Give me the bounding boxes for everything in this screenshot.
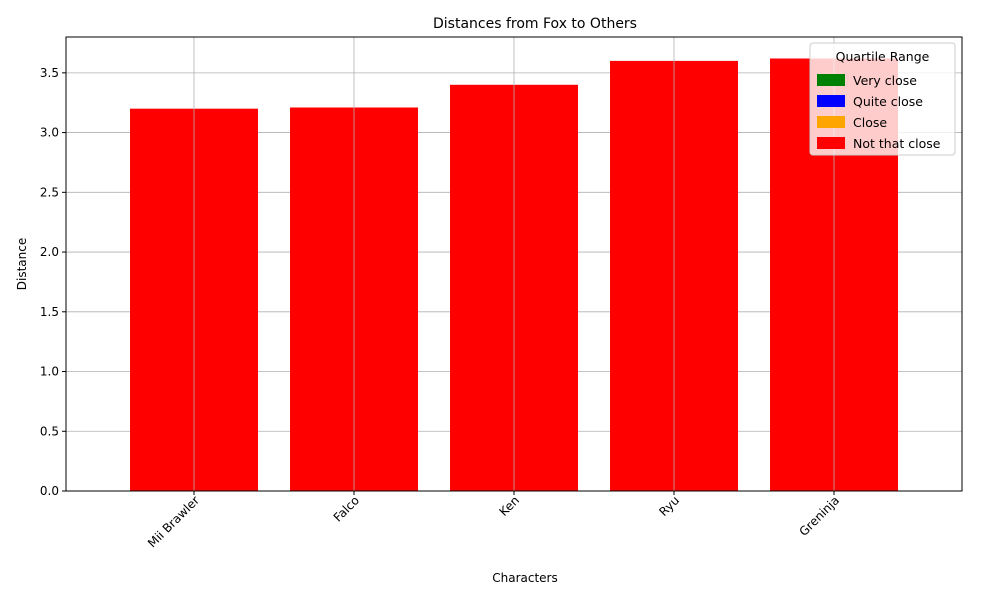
x-tick-label: Falco bbox=[331, 493, 362, 524]
x-axis: Mii Brawler Falco Ken Ryu Greninja bbox=[145, 491, 842, 550]
x-tick-label: Mii Brawler bbox=[145, 493, 202, 550]
legend-swatch bbox=[817, 137, 845, 149]
x-axis-label: Characters bbox=[492, 571, 558, 585]
legend-box bbox=[809, 42, 956, 156]
x-tick-label: Greninja bbox=[796, 493, 842, 539]
legend-entry-label: Close bbox=[853, 115, 887, 130]
x-tick-label: Ken bbox=[496, 493, 522, 519]
legend-swatch bbox=[817, 95, 845, 107]
y-axis-label: Distance bbox=[15, 238, 29, 290]
legend-swatch bbox=[817, 116, 845, 128]
y-tick-label: 1.5 bbox=[40, 305, 59, 319]
y-tick-label: 2.5 bbox=[40, 185, 59, 199]
y-tick-label: 3.5 bbox=[40, 66, 59, 80]
legend-swatch bbox=[817, 74, 845, 86]
y-axis: 0.0 0.5 1.0 1.5 2.0 2.5 3.0 3.5 bbox=[40, 66, 66, 498]
y-tick-label: 0.0 bbox=[40, 484, 59, 498]
legend-entry-label: Quite close bbox=[853, 94, 923, 109]
legend-title: Quartile Range bbox=[836, 49, 930, 64]
legend-entry-label: Not that close bbox=[853, 136, 941, 151]
y-tick-label: 3.0 bbox=[40, 126, 59, 140]
y-tick-label: 1.0 bbox=[40, 365, 59, 379]
legend: Quartile Range Very close Quite close Close… bbox=[809, 42, 956, 156]
x-tick-label: Ryu bbox=[656, 493, 682, 519]
chart-title: Distances from Fox to Others bbox=[433, 16, 637, 32]
legend-entry-label: Very close bbox=[853, 73, 917, 88]
y-tick-label: 2.0 bbox=[40, 245, 59, 259]
y-tick-label: 0.5 bbox=[40, 424, 59, 438]
